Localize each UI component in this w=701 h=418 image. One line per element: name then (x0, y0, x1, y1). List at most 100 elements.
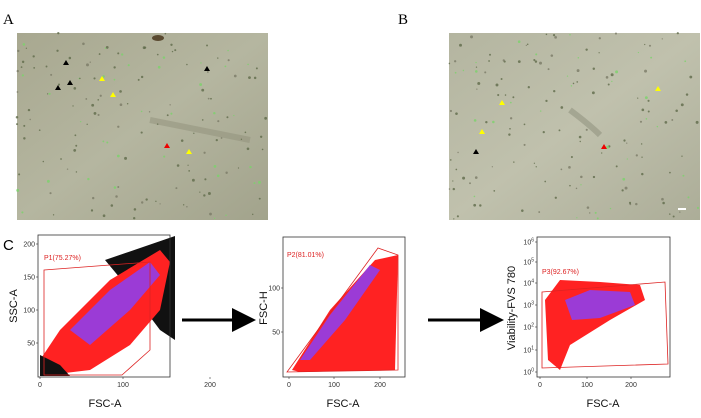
speck (217, 57, 219, 59)
speck (554, 35, 557, 39)
panel-label: B (398, 12, 408, 28)
speck (52, 214, 55, 216)
speck (550, 54, 554, 57)
speck (156, 123, 159, 125)
speck (105, 46, 109, 49)
speck (576, 69, 580, 73)
speck (497, 93, 500, 97)
speck (473, 119, 477, 122)
speck (637, 51, 640, 54)
speck (553, 89, 556, 93)
speck (244, 131, 247, 134)
speck (140, 110, 143, 113)
speck (75, 171, 78, 173)
x-tick-label: 0 (538, 382, 542, 389)
speck (253, 76, 257, 80)
speck (115, 195, 118, 198)
speck (16, 91, 19, 93)
speck (544, 180, 547, 183)
speck (57, 83, 61, 86)
speck (521, 209, 524, 212)
speck (32, 55, 35, 58)
speck (225, 214, 227, 217)
speck (143, 46, 147, 49)
speck (585, 48, 588, 51)
speck (469, 182, 471, 185)
speck (249, 165, 252, 169)
speck (453, 218, 455, 220)
speck (626, 158, 628, 160)
speck (255, 67, 258, 70)
speck (170, 43, 173, 46)
speck (27, 108, 31, 112)
speck (140, 75, 144, 79)
speck (209, 212, 212, 216)
speck (626, 142, 628, 144)
speck (86, 123, 88, 125)
speck (227, 59, 230, 62)
speck (227, 49, 229, 52)
speck (252, 213, 254, 216)
speck (133, 208, 137, 211)
speck (216, 174, 220, 178)
speck (696, 206, 700, 210)
speck (92, 196, 95, 200)
speck (176, 164, 180, 167)
speck (119, 90, 122, 93)
speck (664, 121, 668, 124)
speck (68, 56, 72, 60)
speck (90, 209, 94, 212)
speck (566, 75, 569, 77)
speck (470, 35, 474, 39)
speck (605, 76, 609, 79)
speck (233, 74, 237, 78)
speck (545, 33, 548, 36)
speck (117, 125, 120, 128)
speck (113, 66, 116, 69)
x-tick-label: 200 (374, 382, 386, 389)
y-tick-label: 105 (523, 258, 534, 267)
speck (452, 187, 456, 191)
speck (509, 101, 512, 104)
speck (575, 187, 578, 190)
speck (645, 118, 648, 120)
y-axis-label: FSC-H (258, 291, 270, 325)
speck (641, 108, 645, 112)
speck (517, 40, 521, 43)
speck (600, 152, 603, 154)
y-tick-label: 100 (23, 308, 35, 315)
speck (570, 85, 573, 87)
tick-base: 10 (523, 325, 531, 332)
speck (477, 81, 481, 85)
speck (488, 60, 490, 62)
speck (641, 156, 643, 158)
speck (45, 65, 48, 68)
speck (33, 66, 36, 69)
speck (459, 43, 462, 47)
speck (116, 154, 120, 158)
speck (650, 56, 653, 59)
speck (611, 80, 613, 83)
speck (586, 206, 590, 209)
speck (641, 172, 644, 176)
speck (48, 92, 51, 95)
speck (500, 78, 503, 81)
speck (485, 120, 488, 124)
speck (656, 125, 659, 128)
speck (492, 120, 495, 124)
speck (539, 110, 542, 112)
tick-exp: 4 (531, 279, 534, 285)
speck (140, 201, 144, 204)
speck (475, 61, 477, 64)
speck (29, 118, 31, 121)
speck (640, 143, 643, 145)
speck (610, 73, 614, 77)
speck (579, 140, 581, 143)
gate-label: P2(81.01%) (287, 252, 324, 259)
speck (647, 99, 650, 102)
speck (86, 63, 89, 67)
speck (533, 58, 536, 62)
speck (689, 75, 693, 79)
speck (240, 138, 243, 140)
speck (57, 32, 60, 35)
